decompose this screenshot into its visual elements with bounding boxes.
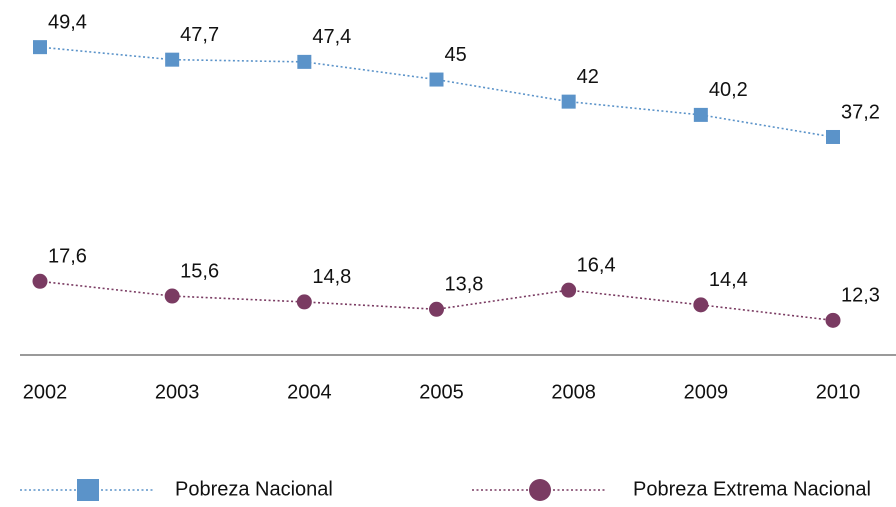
x-tick-label: 2002 bbox=[23, 381, 68, 403]
x-tick-label: 2004 bbox=[287, 381, 332, 403]
data-label: 14,8 bbox=[312, 266, 351, 288]
x-tick-label: 2009 bbox=[684, 381, 729, 403]
data-label: 37,2 bbox=[841, 101, 880, 123]
data-label: 13,8 bbox=[445, 274, 484, 296]
marker bbox=[561, 94, 576, 109]
data-label: 40,2 bbox=[709, 79, 748, 101]
x-tick-label: 2010 bbox=[816, 381, 861, 403]
marker bbox=[561, 282, 577, 298]
data-label: 49,4 bbox=[48, 11, 87, 33]
legend-label: Pobreza Nacional bbox=[175, 478, 333, 500]
marker bbox=[429, 301, 444, 317]
x-tick-label: 2008 bbox=[551, 381, 596, 403]
data-label: 47,7 bbox=[180, 24, 219, 46]
marker bbox=[826, 129, 840, 144]
data-label: 42 bbox=[577, 66, 599, 88]
marker bbox=[165, 52, 180, 67]
data-label: 16,4 bbox=[577, 254, 616, 276]
legend-label: Pobreza Extrema Nacional bbox=[633, 478, 871, 500]
data-label: 47,4 bbox=[312, 26, 351, 48]
marker bbox=[429, 72, 444, 87]
x-tick-label: 2005 bbox=[419, 381, 464, 403]
marker bbox=[296, 294, 312, 310]
marker bbox=[297, 54, 312, 69]
marker bbox=[32, 273, 48, 289]
legend-marker bbox=[77, 479, 99, 501]
data-label: 17,6 bbox=[48, 246, 87, 268]
marker bbox=[693, 107, 708, 122]
data-label: 12,3 bbox=[841, 285, 880, 307]
data-label: 45 bbox=[445, 44, 467, 66]
marker bbox=[33, 40, 47, 55]
marker bbox=[693, 297, 709, 313]
data-label: 15,6 bbox=[180, 260, 219, 282]
marker bbox=[164, 288, 180, 304]
marker bbox=[825, 312, 841, 328]
x-tick-label: 2003 bbox=[155, 381, 200, 403]
data-label: 14,4 bbox=[709, 269, 748, 291]
legend-marker bbox=[529, 479, 551, 501]
